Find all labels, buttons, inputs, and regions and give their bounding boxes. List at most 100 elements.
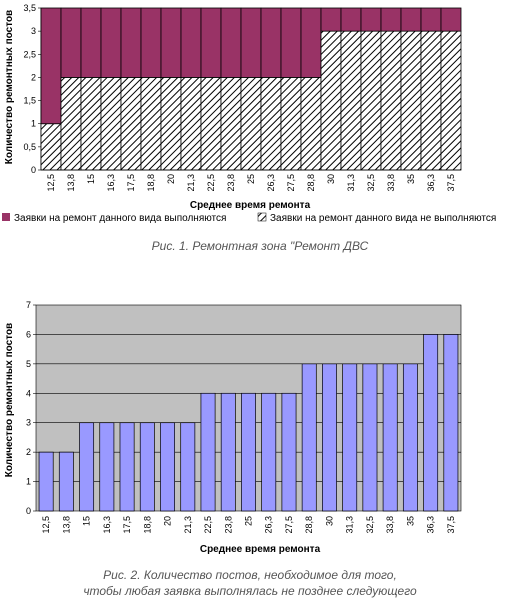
- chart2-bar: [220, 392, 236, 512]
- chart1-x-tick-label: 16,3: [106, 174, 116, 192]
- chart2-bar: [402, 363, 418, 512]
- chart1-x-axis: 12,5 13,8 15 16,3 17,5 18,8 20 21,3 22,5 23,8 25 26…: [41, 169, 461, 192]
- chart1-x-tick-label: 27,5: [286, 174, 296, 192]
- legend-label-executed: Заявки на ремонт данного вида выполняютс…: [14, 213, 226, 224]
- chart1-bar-executed: [420, 7, 442, 32]
- chart1-bar-executed: [380, 7, 402, 32]
- chart1-x-tick-label: 15: [86, 174, 96, 184]
- chart-2: Количество ремонтных постов 0 1 2 3 4 5 6 7 12,…: [4, 300, 462, 598]
- chart1-bar-executed: [200, 7, 222, 78]
- chart2-y-tick-label: 3: [26, 418, 31, 428]
- chart1-x-tick-label: 30: [326, 174, 336, 184]
- chart1-y-tick-label: 1: [31, 119, 36, 129]
- chart1-bar-not-executed: [440, 30, 462, 171]
- chart2-y-tick-label: 0: [26, 506, 31, 516]
- chart2-x-tick-label: 30: [324, 516, 334, 526]
- chart1-x-tick-label: 17,5: [126, 174, 136, 192]
- chart2-bar: [99, 422, 115, 512]
- chart1-x-tick-label: 28,8: [306, 174, 316, 192]
- chart2-ylabel: Количество ремонтных постов: [4, 323, 15, 477]
- chart2-x-tick-label: 28,8: [304, 516, 314, 534]
- chart1-bar-executed: [40, 7, 62, 125]
- chart2-bar: [79, 422, 95, 512]
- chart-1: Количество ремонтных постов 00,511,522,5…: [2, 3, 496, 253]
- chart2-bar: [58, 451, 74, 512]
- chart1-bar-not-executed: [180, 77, 202, 171]
- chart1-bar-not-executed: [380, 30, 402, 171]
- chart1-x-tick-label: 33,8: [386, 174, 396, 192]
- chart1-bar-executed: [340, 7, 362, 32]
- chart1-bar-not-executed: [80, 77, 102, 171]
- chart2-bar: [139, 422, 155, 512]
- chart2-x-tick-label: 33,8: [385, 516, 395, 534]
- chart1-x-tick-label: 22,5: [206, 174, 216, 192]
- chart1-bar-executed: [320, 7, 342, 32]
- chart2-bar: [322, 363, 337, 512]
- chart2-x-axis: 12,5 13,8 15 16,3 17,5 18,8 20 21,3 22,5 23,8 25 26…: [41, 516, 456, 534]
- chart1-bar-executed: [440, 7, 462, 32]
- chart2-x-tick-label: 32,5: [365, 516, 375, 534]
- chart1-bar-not-executed: [260, 77, 282, 171]
- chart2-bar: [443, 334, 459, 512]
- chart2-bar: [301, 363, 317, 512]
- chart2-xlabel: Среднее время ремонта: [200, 544, 321, 555]
- chart1-bar-not-executed: [160, 77, 182, 171]
- chart1-bar-executed: [220, 7, 242, 78]
- chart1-y-tick-label: 0: [31, 165, 36, 175]
- chart2-y-tick-label: 2: [26, 447, 31, 457]
- chart1-x-tick-label: 37,5: [446, 174, 456, 192]
- chart2-x-tick-label: 27,5: [284, 516, 294, 534]
- chart1-y-tick-label: 1,5: [23, 96, 36, 106]
- chart1-bar-executed: [80, 7, 102, 78]
- chart2-bar: [119, 422, 135, 512]
- chart1-bar-executed: [60, 7, 82, 78]
- chart1-x-tick-label: 25: [246, 174, 256, 184]
- chart2-x-tick-label: 15: [82, 516, 92, 526]
- chart1-bar-not-executed: [280, 77, 302, 171]
- chart2-caption-line-2: чтобы любая заявка выполнялась не поздне…: [83, 584, 417, 598]
- chart1-x-tick-label: 36,3: [426, 174, 436, 192]
- chart2-x-tick-label: 16,3: [102, 516, 112, 534]
- chart1-x-tick-label: 12,5: [46, 174, 56, 192]
- chart1-bar-not-executed: [420, 30, 442, 171]
- chart2-x-tick-label: 20: [163, 516, 173, 526]
- chart1-bars: [40, 7, 462, 171]
- chart2-bars: [38, 334, 459, 512]
- chart2-y-tick-label: 1: [26, 477, 31, 487]
- chart2-bar: [261, 392, 277, 512]
- chart1-bar-not-executed: [220, 77, 242, 171]
- chart1-y-axis: 0 0,5 1 1,5 2 2,5 3 3,5: [23, 3, 42, 175]
- chart1-x-tick-label: 31,3: [346, 174, 356, 192]
- chart1-bar-executed: [100, 7, 122, 78]
- chart1-y-tick-label: 3: [31, 26, 36, 36]
- chart2-x-tick-label: 25: [244, 516, 254, 526]
- chart1-bar-not-executed: [400, 30, 422, 171]
- chart1-caption: Рис. 1. Ремонтная зона "Ремонт ДВС: [152, 239, 369, 253]
- chart1-bar-executed: [300, 7, 322, 78]
- chart1-ylabel: Количество ремонтных постов: [4, 10, 15, 164]
- chart1-x-tick-label: 18,8: [146, 174, 156, 192]
- chart2-bar: [281, 392, 297, 512]
- chart2-y-tick-label: 4: [26, 388, 31, 398]
- chart2-x-tick-label: 36,3: [426, 516, 436, 534]
- chart1-bar-not-executed: [360, 30, 382, 171]
- chart1-bar-not-executed: [100, 77, 122, 171]
- chart1-bar-not-executed: [340, 30, 362, 171]
- chart2-caption-line-1: Рис. 2. Количество постов, необходимое д…: [103, 568, 397, 582]
- chart2-bar: [382, 363, 398, 512]
- chart2-y-tick-label: 5: [26, 359, 31, 369]
- chart1-bar-executed: [280, 7, 302, 78]
- chart1-y-tick-label: 2: [31, 72, 36, 82]
- chart2-x-tick-label: 35: [405, 516, 415, 526]
- chart2-x-tick-label: 26,3: [264, 516, 274, 534]
- chart2-y-tick-label: 7: [26, 300, 31, 310]
- chart1-y-tick-label: 2,5: [23, 49, 36, 59]
- chart1-x-tick-label: 21,3: [186, 174, 196, 192]
- chart2-x-tick-label: 21,3: [183, 516, 193, 534]
- chart2-x-tick-label: 23,8: [223, 516, 233, 534]
- chart1-bar-executed: [120, 7, 142, 78]
- chart1-bar-not-executed: [140, 77, 162, 171]
- chart2-bar: [160, 422, 175, 512]
- chart2-x-tick-label: 17,5: [122, 516, 132, 534]
